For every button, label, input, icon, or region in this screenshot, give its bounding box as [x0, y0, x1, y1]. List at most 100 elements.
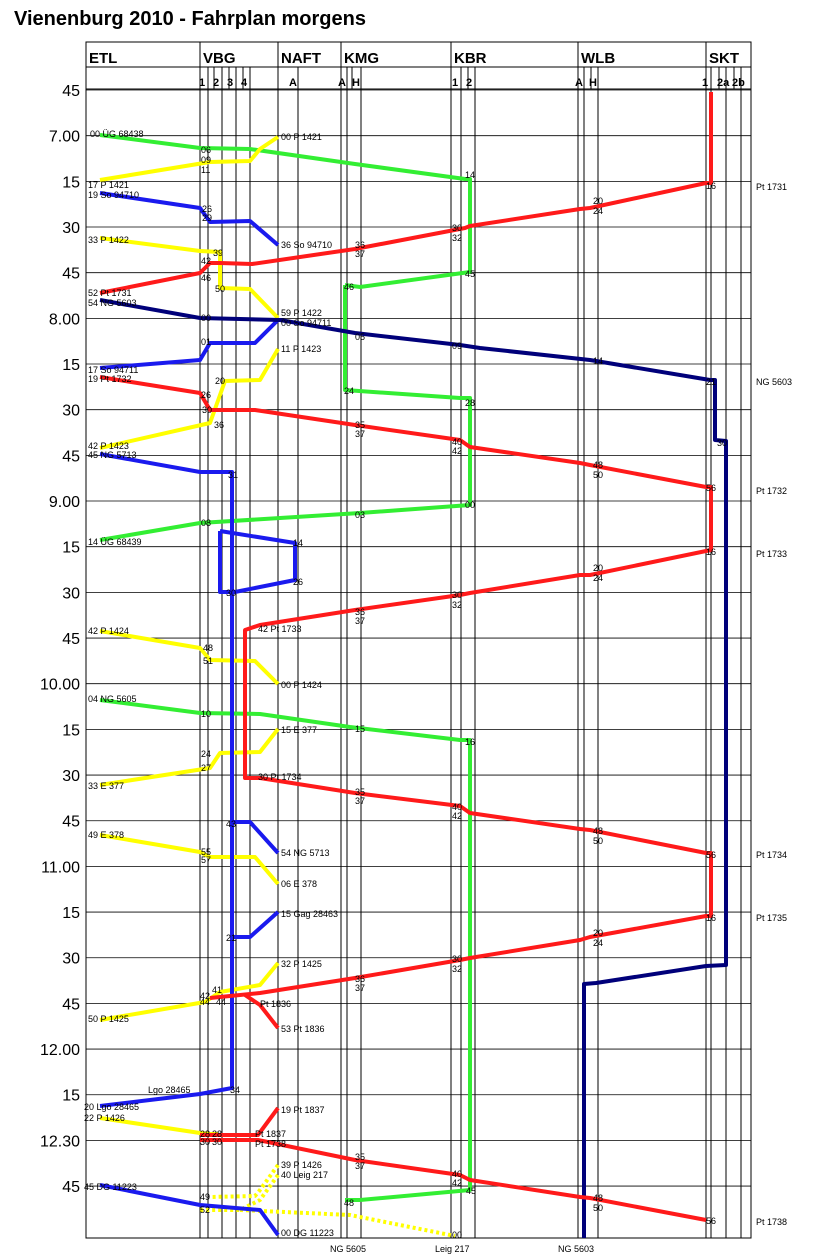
time-label: 7.00: [49, 129, 80, 146]
minute-mark: 36: [355, 974, 365, 984]
minute-mark: 20: [593, 563, 603, 573]
train-label: 00 P 1424: [281, 680, 322, 690]
line-p-1423: [99, 347, 280, 450]
train-label: 17 So 94711: [88, 365, 138, 375]
minute-mark: 30: [452, 223, 462, 233]
minute-mark: 46: [344, 282, 354, 292]
time-label: 15: [62, 357, 80, 374]
minute-mark: 45: [465, 269, 475, 279]
minute-mark: 40: [452, 802, 462, 812]
time-label: 45: [62, 996, 80, 1013]
minute-mark: 36: [214, 420, 224, 430]
minute-mark: 31: [228, 470, 238, 480]
minute-mark: 03: [355, 510, 365, 520]
time-label: 15: [62, 174, 80, 191]
minute-mark: 35: [355, 420, 365, 430]
minute-mark: 08: [201, 518, 211, 528]
minute-mark: 42: [452, 811, 462, 821]
train-label: Lgo 28465: [148, 1085, 191, 1095]
minute-mark: 00: [201, 313, 211, 323]
train-label: 40 Leig 217: [281, 1170, 328, 1180]
track-label-vbg-2: 2: [213, 77, 219, 89]
minute-mark: 56: [706, 850, 716, 860]
line-dg-11223: [99, 1183, 280, 1237]
minute-mark: 52: [200, 1205, 210, 1215]
station-label-wlb: WLB: [581, 50, 615, 67]
train-label: Pt 1738: [756, 1217, 787, 1227]
station-label-etl: ETL: [89, 50, 117, 67]
minute-mark: 48: [593, 460, 603, 470]
line-p-1421: [99, 135, 280, 182]
minute-mark: 14: [465, 170, 475, 180]
time-label: 10.00: [40, 677, 80, 694]
minute-mark: 49: [200, 1192, 210, 1202]
minute-mark: 16: [465, 737, 475, 747]
track-label-vbg-4: 4: [241, 77, 248, 89]
minute-mark: 36: [355, 240, 365, 250]
train-label: 33 P 1422: [88, 235, 129, 245]
minute-mark: 14: [593, 356, 603, 366]
minute-mark: 01: [201, 337, 211, 347]
minute-mark: 26: [201, 390, 211, 400]
minute-mark: 34: [230, 1085, 240, 1095]
minute-mark: 20: [215, 376, 225, 386]
minute-mark: 16: [706, 547, 716, 557]
minute-mark: 30: [226, 588, 236, 598]
train-label: 11 P 1423: [281, 344, 321, 354]
train-label: 30 Pt 1734: [258, 772, 302, 782]
line-leig-217-b: [239, 1208, 456, 1238]
minute-mark: 26: [293, 577, 303, 587]
minute-mark: 40: [452, 437, 462, 447]
time-label: 12.30: [40, 1133, 80, 1150]
train-label: 45 DG 11223: [84, 1182, 137, 1192]
time-label: 15: [62, 1088, 80, 1105]
train-label: 42 P 1423: [88, 441, 129, 451]
time-label: 45: [62, 1179, 80, 1196]
track-label-vbg-1: 1: [199, 77, 205, 89]
line-pt-1738: [200, 1138, 707, 1222]
minute-mark: 44: [200, 997, 210, 1007]
station-label-naft: NAFT: [281, 50, 321, 67]
line-ug-68439: [99, 285, 472, 542]
minute-mark: 30: [200, 1137, 210, 1147]
minute-mark: 00: [452, 1230, 462, 1240]
time-label: 30: [62, 403, 80, 420]
line-pt-1731: [99, 92, 713, 295]
minute-mark: 30: [452, 954, 462, 964]
minute-mark: 05: [355, 332, 365, 342]
track-label-kmg-A: A: [338, 77, 346, 89]
time-label: 11.00: [41, 859, 80, 876]
minute-mark: 37: [355, 429, 365, 439]
track-label-skt-2a: 2a: [717, 77, 730, 89]
line-p-1422: [99, 236, 280, 320]
minute-mark: 50: [593, 470, 603, 480]
train-label: 17 P 1421: [88, 180, 129, 190]
track-label-kbr-1: 1: [452, 77, 458, 89]
track-label-kmg-H: H: [352, 77, 360, 89]
train-label: 15 E 377: [281, 725, 317, 735]
line-blue-loop: [218, 529, 297, 594]
line-p-1425: [99, 961, 280, 1022]
train-label: Pt 1836: [260, 999, 291, 1009]
minute-mark: 37: [355, 249, 365, 259]
train-label: 33 E 377: [88, 781, 124, 791]
train-label: 19 So 94710: [88, 190, 139, 200]
train-label: 14 ÜG 68439: [88, 537, 142, 547]
minute-mark: 40: [452, 1169, 462, 1179]
time-label: 15: [62, 540, 80, 557]
minute-mark: 48: [344, 1198, 354, 1208]
train-label: 20 Lgo 28465: [84, 1102, 139, 1112]
train-label: 00 P 1421: [281, 132, 322, 142]
line-p-1424: [99, 629, 280, 686]
train-label: 15 Gag 28463: [281, 909, 338, 919]
time-label: 45: [62, 814, 80, 831]
line-e-377: [99, 727, 280, 787]
minute-mark: 09: [201, 155, 211, 165]
track-label-wlb-H: H: [589, 77, 597, 89]
line-leig-217: [200, 1173, 280, 1212]
train-label: NG 5603: [756, 377, 792, 387]
minute-mark: 10: [201, 709, 211, 719]
minute-mark: 42: [200, 991, 210, 1001]
minute-mark: 30: [212, 1137, 222, 1147]
